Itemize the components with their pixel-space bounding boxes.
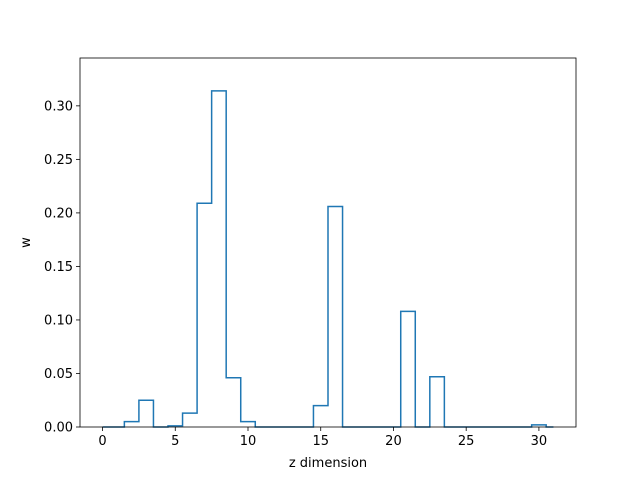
y-tick-label: 0.20	[44, 206, 73, 221]
y-axis-label: w	[19, 237, 34, 248]
x-tick-label: 30	[531, 434, 548, 449]
axis-ticks: 0 5 10 15 20 25 30 0.00 0.05 0.10 0.15 0.20 0.25 0.30	[44, 99, 547, 449]
axes-frame	[79, 57, 577, 428]
x-tick-label: 0	[98, 434, 106, 449]
x-tick-label: 10	[240, 434, 257, 449]
x-tick-label: 15	[312, 434, 329, 449]
y-tick-label: 0.30	[44, 99, 73, 114]
x-tick-label: 25	[458, 434, 475, 449]
y-tick-label: 0.05	[44, 367, 73, 382]
x-tick-label: 20	[385, 434, 402, 449]
y-tick-label: 0.00	[44, 421, 73, 436]
x-tick-label: 5	[171, 434, 179, 449]
y-tick-label: 0.25	[44, 153, 73, 168]
y-tick-label: 0.15	[44, 260, 73, 275]
x-axis-label: z dimension	[289, 456, 367, 471]
y-tick-label: 0.10	[44, 313, 73, 328]
